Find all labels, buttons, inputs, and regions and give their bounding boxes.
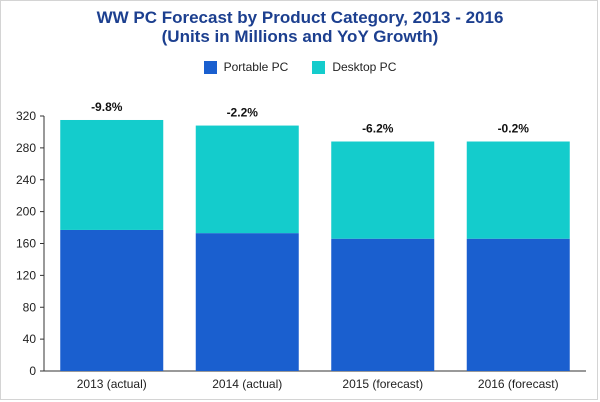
y-tick-label: 120 (16, 268, 36, 282)
bar-portable-pc (466, 238, 570, 371)
growth-label: -6.2% (362, 122, 394, 136)
legend-label-portable: Portable PC (223, 60, 289, 74)
legend-item-desktop: Desktop PC (312, 60, 396, 74)
bar-desktop-pc (466, 141, 570, 239)
bar-desktop-pc (331, 141, 435, 239)
bar-portable-pc (195, 233, 299, 371)
chart-subtitle: (Units in Millions and YoY Growth) (161, 27, 439, 46)
y-tick-label: 80 (23, 300, 37, 314)
y-tick-label: 40 (23, 332, 37, 346)
chart-title-block: WW PC Forecast by Product Category, 2013… (0, 8, 600, 46)
chart-title: WW PC Forecast by Product Category, 2013… (96, 8, 504, 27)
legend-item-portable: Portable PC (203, 60, 289, 74)
y-tick-label: 280 (16, 141, 36, 155)
x-category-label: 2015 (forecast) (342, 377, 423, 391)
y-tick-label: 200 (16, 205, 36, 219)
x-category-label: 2016 (forecast) (478, 377, 559, 391)
chart-legend: Portable PC Desktop PC (0, 60, 600, 74)
legend-swatch-portable (203, 60, 217, 74)
bar-portable-pc (331, 238, 435, 371)
growth-label: -0.2% (498, 122, 530, 136)
y-tick-label: 0 (29, 364, 36, 378)
legend-label-desktop: Desktop PC (332, 60, 397, 74)
y-tick-label: 320 (16, 109, 36, 123)
legend-swatch-desktop (312, 60, 326, 74)
y-tick-label: 160 (16, 237, 36, 251)
bar-desktop-pc (195, 125, 299, 234)
x-category-label: 2014 (actual) (212, 377, 282, 391)
growth-label: -9.8% (91, 100, 123, 114)
bar-portable-pc (60, 229, 164, 371)
bar-desktop-pc (60, 119, 164, 230)
x-category-label: 2013 (actual) (77, 377, 147, 391)
growth-label: -2.2% (227, 106, 259, 120)
y-tick-label: 240 (16, 173, 36, 187)
